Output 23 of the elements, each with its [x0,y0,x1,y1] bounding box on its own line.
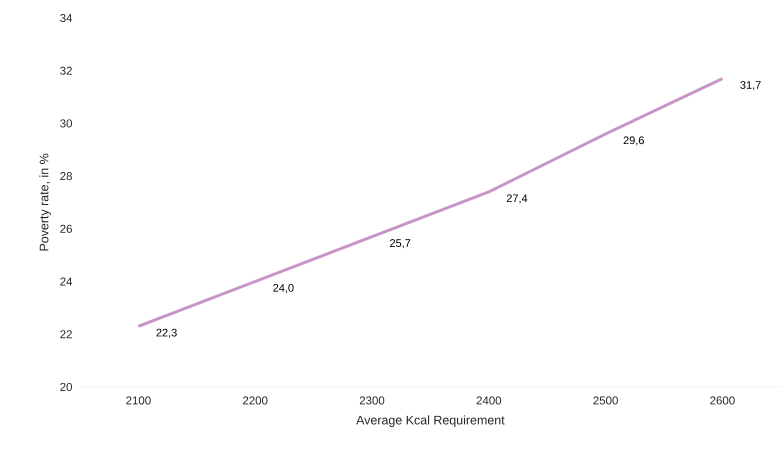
x-tick-label: 2100 [126,396,151,405]
y-tick-label: 20 [60,382,72,392]
y-tick-label: 26 [60,224,72,233]
data-label: 22,3 [156,328,177,338]
x-axis-title: Average Kcal Requirement [356,415,505,428]
y-tick-label: 30 [60,119,72,128]
data-label: 29,6 [624,136,644,146]
y-tick-label: 34 [60,14,72,22]
y-tick-label: 28 [60,172,72,180]
data-label: 31,7 [740,81,761,90]
data-label: 25,7 [390,239,410,248]
x-tick-label: 2400 [476,396,502,405]
x-tick-label: 2300 [360,396,384,405]
x-tick-label: 2200 [243,396,268,405]
x-tick-label: 2600 [710,396,735,405]
y-tick-label: 32 [60,66,72,75]
y-axis-title: Poverty rate, in % [39,154,51,251]
data-label: 27,4 [506,194,528,204]
y-tick-label: 22 [60,330,72,338]
x-tick-label: 2500 [593,396,618,405]
y-tick-label: 24 [60,278,72,286]
line-series [136,77,724,328]
data-label: 24,0 [273,284,294,294]
